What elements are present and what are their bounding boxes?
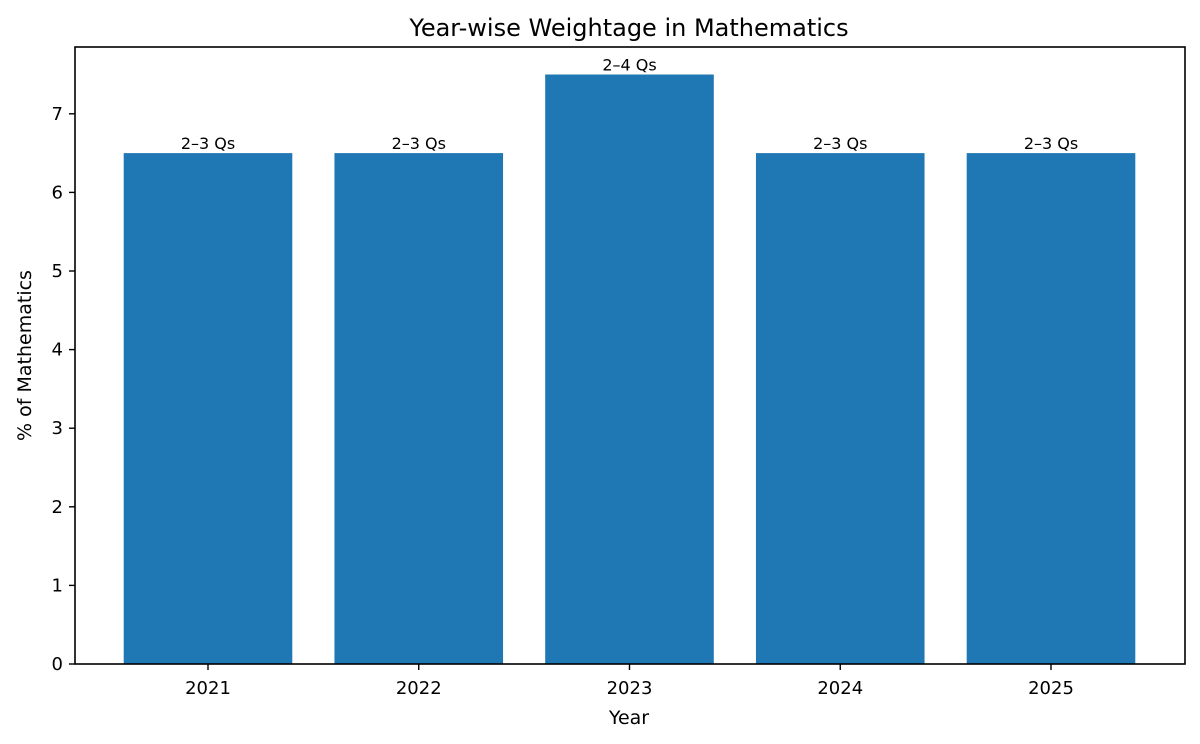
x-axis: 2021 2022 2023 2024 2025: [185, 664, 1074, 699]
y-tick-label: 6: [52, 182, 63, 203]
x-tick-label: 2022: [396, 678, 442, 699]
bar-value-label: 2–3 Qs: [813, 134, 867, 153]
bar-2023: [545, 74, 714, 665]
bar-2025: [966, 153, 1136, 664]
bar-labels-layer: 2–3 Qs 2–3 Qs 2–4 Qs 2–3 Qs 2–3 Qs: [181, 56, 1078, 154]
bar-value-label: 2–4 Qs: [602, 56, 656, 75]
y-axis-label: % of Mathematics: [14, 270, 36, 441]
y-tick-label: 4: [52, 340, 63, 361]
x-tick-label: 2021: [185, 678, 231, 699]
y-tick-label: 1: [52, 575, 63, 596]
bar-2024: [755, 153, 925, 664]
bar-value-label: 2–3 Qs: [1024, 134, 1078, 153]
bars-layer: [123, 74, 1136, 665]
x-tick-label: 2023: [607, 678, 653, 699]
bar-2022: [334, 153, 504, 664]
y-tick-label: 7: [52, 104, 63, 125]
chart-title: Year-wise Weightage in Mathematics: [408, 14, 848, 42]
y-axis: 0 1 2 3 4 5 6 7: [52, 104, 75, 675]
bar-value-label: 2–3 Qs: [181, 134, 235, 153]
y-tick-label: 0: [52, 654, 63, 675]
x-tick-label: 2024: [817, 678, 863, 699]
y-tick-label: 5: [52, 261, 63, 282]
y-tick-label: 2: [52, 497, 63, 518]
bar-2021: [123, 153, 293, 664]
x-tick-label: 2025: [1028, 678, 1074, 699]
y-tick-label: 3: [52, 418, 63, 439]
x-axis-label: Year: [608, 707, 649, 729]
bar-value-label: 2–3 Qs: [392, 134, 446, 153]
